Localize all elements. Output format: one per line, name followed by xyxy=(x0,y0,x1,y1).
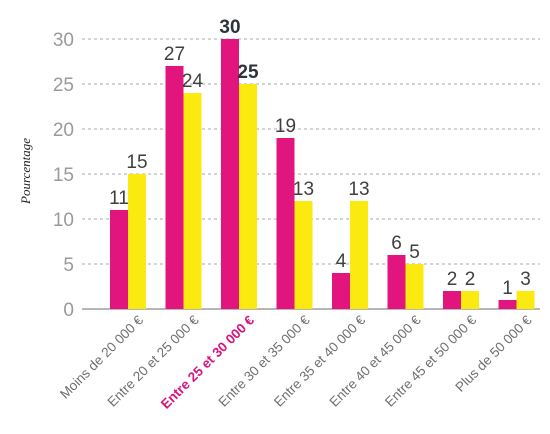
value-label-series1-cat2: 27 xyxy=(164,44,185,65)
bar-series1-cat5 xyxy=(332,273,350,309)
value-label-series1-cat3: 30 xyxy=(219,17,240,38)
bar-series1-cat6 xyxy=(387,255,406,309)
bar-series2-cat8 xyxy=(516,291,535,309)
value-label-series1-cat6: 6 xyxy=(391,233,402,254)
bar-series1-cat2 xyxy=(165,66,184,309)
bar-series2-cat1 xyxy=(128,174,146,309)
y-tick-label: 10 xyxy=(53,210,74,231)
y-axis-ticks: 0 5 10 15 20 25 30 xyxy=(53,30,74,321)
x-tick-label-cat6: Entre 40 et 45 000 € xyxy=(327,312,424,409)
value-labels: 11 15 27 24 30 25 19 13 4 13 6 5 2 2 1 3 xyxy=(109,17,531,299)
y-tick-label: 5 xyxy=(63,255,74,276)
value-label-series1-cat7: 2 xyxy=(447,269,458,290)
x-axis-labels: Moins de 20 000 €Entre 20 et 25 000 €Ent… xyxy=(57,312,535,412)
bar-series2-cat5 xyxy=(350,201,368,309)
value-label-series1-cat1: 11 xyxy=(109,188,129,209)
bar-series1-cat4 xyxy=(276,138,295,309)
y-tick-label: 20 xyxy=(53,120,74,141)
x-tick-label-cat4: Entre 30 et 35 000 € xyxy=(216,312,313,409)
value-label-series1-cat5: 4 xyxy=(336,251,347,272)
bar-series2-cat7 xyxy=(461,291,479,309)
bar-series1-cat7 xyxy=(443,291,461,309)
y-tick-label: 25 xyxy=(53,75,74,96)
value-label-series2-cat6: 5 xyxy=(409,242,420,263)
y-tick-label: 15 xyxy=(53,165,74,186)
value-label-series2-cat7: 2 xyxy=(465,269,476,290)
y-tick-label: 0 xyxy=(63,300,74,321)
x-tick-label-cat3: Entre 25 et 30 000 € xyxy=(158,312,258,412)
value-label-series2-cat4: 13 xyxy=(293,179,314,200)
value-label-series1-cat4: 19 xyxy=(275,116,296,137)
bar-series2-cat2 xyxy=(183,93,202,309)
bar-series1-cat1 xyxy=(110,210,128,309)
bar-series1-cat8 xyxy=(498,300,517,309)
x-tick-label-cat5: Entre 35 et 40 000 € xyxy=(271,312,368,409)
x-tick-label-cat2: Entre 20 et 25 000 € xyxy=(105,312,202,409)
value-label-series2-cat3: 25 xyxy=(237,62,259,83)
value-label-series1-cat8: 1 xyxy=(502,278,513,299)
bar-series2-cat4 xyxy=(294,201,313,309)
y-axis-label: Pourcentage xyxy=(18,138,33,205)
bar-series2-cat3 xyxy=(239,84,257,309)
bar-series2-cat6 xyxy=(405,264,424,309)
value-label-series2-cat8: 3 xyxy=(520,269,531,290)
value-label-series2-cat2: 24 xyxy=(182,71,204,92)
bars xyxy=(110,39,535,309)
x-tick-label-cat7: Entre 45 et 50 000 € xyxy=(382,312,479,409)
value-label-series2-cat5: 13 xyxy=(348,179,369,200)
value-label-series2-cat1: 15 xyxy=(126,152,147,173)
bar-series1-cat3 xyxy=(221,39,239,309)
y-tick-label: 30 xyxy=(53,30,74,51)
